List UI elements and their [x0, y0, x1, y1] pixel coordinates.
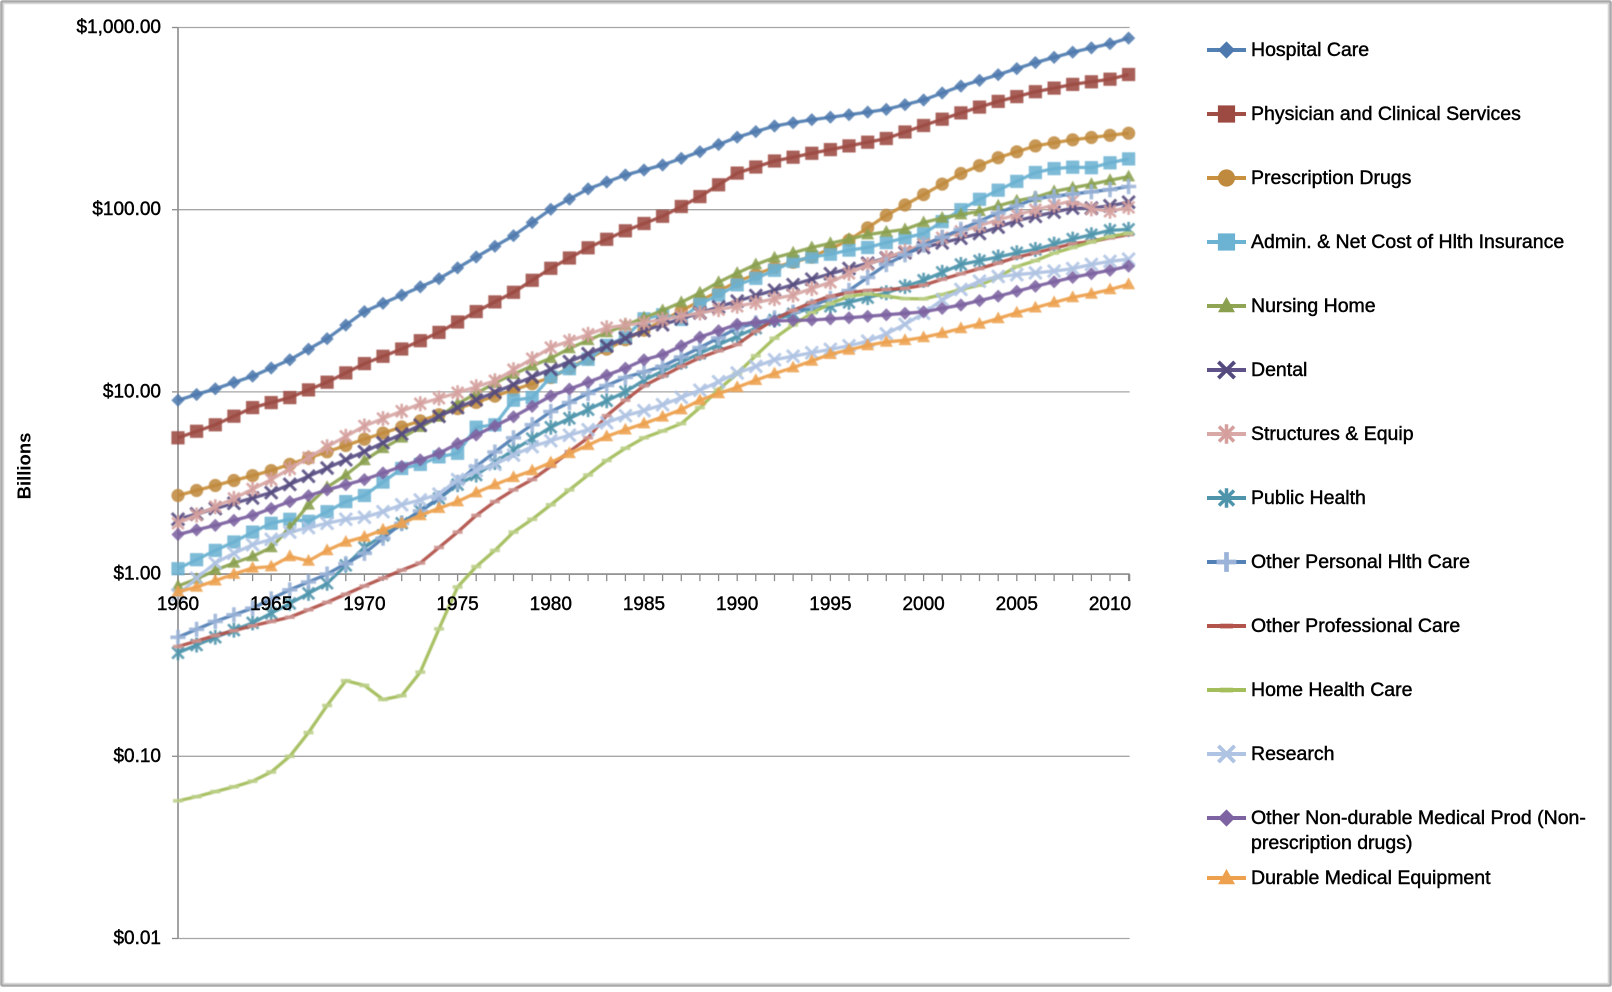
svg-text:$1.00: $1.00 [113, 564, 161, 585]
svg-text:1980: 1980 [530, 594, 572, 615]
svg-text:2005: 2005 [996, 594, 1038, 615]
svg-text:2010: 2010 [1089, 594, 1131, 615]
svg-text:Durable Medical Equipment: Durable Medical Equipment [1251, 867, 1491, 889]
svg-text:2000: 2000 [902, 594, 944, 615]
svg-text:$10.00: $10.00 [103, 381, 161, 402]
svg-text:Prescription Drugs: Prescription Drugs [1251, 167, 1412, 189]
svg-text:Research: Research [1251, 743, 1334, 765]
svg-text:Home Health Care: Home Health Care [1251, 679, 1412, 701]
svg-text:Structures & Equip: Structures & Equip [1251, 423, 1414, 445]
svg-text:$1,000.00: $1,000.00 [76, 17, 161, 38]
svg-text:Admin. & Net Cost of Hlth Insu: Admin. & Net Cost of Hlth Insurance [1251, 231, 1564, 253]
svg-text:prescription drugs): prescription drugs) [1251, 832, 1412, 854]
svg-text:1970: 1970 [343, 594, 385, 615]
svg-text:1990: 1990 [716, 594, 758, 615]
svg-text:Nursing Home: Nursing Home [1251, 295, 1376, 317]
svg-text:Other Professional Care: Other Professional Care [1251, 615, 1460, 637]
svg-text:$100.00: $100.00 [92, 199, 161, 220]
svg-text:Public Health: Public Health [1251, 487, 1366, 509]
svg-text:$0.10: $0.10 [113, 746, 161, 767]
svg-text:Other Personal Hlth Care: Other Personal Hlth Care [1251, 551, 1470, 573]
svg-text:$0.01: $0.01 [113, 928, 161, 949]
svg-text:Physician and Clinical Service: Physician and Clinical Services [1251, 103, 1521, 125]
svg-text:Billions: Billions [14, 433, 35, 500]
svg-text:1960: 1960 [157, 594, 199, 615]
svg-text:1995: 1995 [809, 594, 851, 615]
svg-text:1975: 1975 [436, 594, 478, 615]
svg-text:Other Non-durable Medical Prod: Other Non-durable Medical Prod (Non- [1251, 807, 1586, 829]
svg-text:Dental: Dental [1251, 359, 1307, 381]
svg-text:Hospital Care: Hospital Care [1251, 39, 1369, 61]
svg-text:1965: 1965 [250, 594, 292, 615]
svg-text:1985: 1985 [623, 594, 665, 615]
